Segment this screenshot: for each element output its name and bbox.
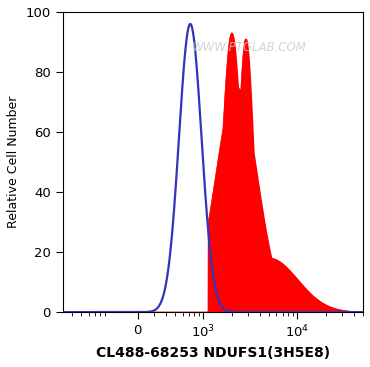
X-axis label: CL488-68253 NDUFS1(3H5E8): CL488-68253 NDUFS1(3H5E8) bbox=[96, 346, 330, 360]
Y-axis label: Relative Cell Number: Relative Cell Number bbox=[7, 96, 20, 228]
Text: WWW.PTGLAB.COM: WWW.PTGLAB.COM bbox=[191, 41, 306, 54]
